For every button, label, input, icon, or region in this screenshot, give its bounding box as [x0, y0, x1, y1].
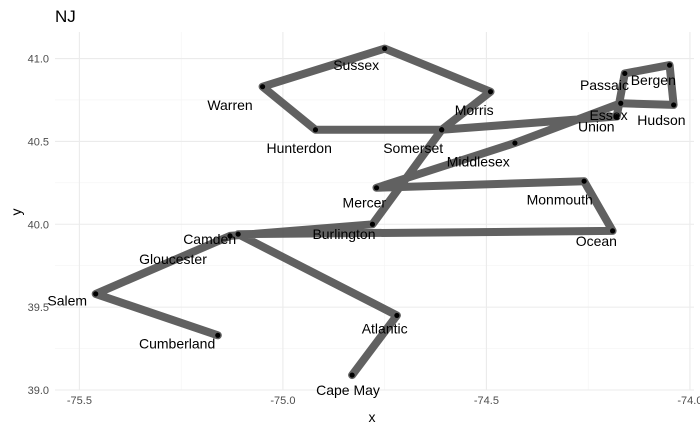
point-label: Mercer [343, 195, 387, 211]
point-label: Cape May [316, 382, 380, 398]
point-label: Cumberland [139, 336, 215, 352]
point-label: Sussex [333, 57, 379, 73]
data-point [622, 70, 628, 77]
point-label: Morris [455, 102, 494, 118]
point-label: Middlesex [447, 153, 510, 169]
x-tick-label: -74.5 [474, 395, 499, 407]
point-label: Passaic [580, 77, 629, 93]
route-polyline [91, 44, 678, 380]
point-label: Ocean [576, 233, 617, 249]
data-point [373, 185, 380, 191]
data-point [614, 113, 620, 120]
points [93, 45, 677, 378]
point-label: Monmouth [527, 191, 593, 207]
data-point [439, 127, 445, 133]
point-label: Somerset [383, 140, 443, 156]
data-point [671, 102, 677, 108]
data-point [369, 221, 376, 227]
data-point [349, 372, 355, 378]
data-point [487, 89, 494, 95]
point-label: Camden [183, 231, 236, 247]
point-label: Warren [207, 97, 252, 113]
point-label: Hunterdon [267, 140, 332, 156]
point-label: Essex [589, 107, 627, 123]
x-tick-label: -74.0 [677, 395, 700, 407]
data-point [215, 332, 221, 338]
data-point [609, 228, 616, 234]
chart-title: NJ [55, 7, 76, 26]
route-line [91, 44, 678, 380]
x-tick-label: -75.0 [270, 395, 295, 407]
data-point [394, 312, 400, 319]
point-label: Union [578, 118, 615, 134]
data-point [666, 62, 673, 68]
point-label: Atlantic [362, 321, 408, 337]
y-tick-label: 40.0 [28, 219, 49, 231]
y-tick-label: 39.5 [28, 302, 49, 314]
data-point [93, 291, 99, 297]
point-labels: Cape May Atlantic Camden Gloucester Salem Cum… [47, 57, 685, 398]
point-label: Burlington [312, 226, 375, 242]
tick-labels: -75.5 -75.0 -74.5 -74.0 39.0 39.5 40.0 40.5 41.0 [28, 54, 700, 407]
data-point [581, 178, 587, 184]
y-tick-label: 40.5 [28, 136, 49, 148]
data-point [259, 84, 266, 90]
point-label: Salem [47, 293, 87, 309]
data-point [312, 127, 319, 133]
data-point [618, 100, 624, 106]
y-tick-label: 41.0 [28, 54, 49, 66]
point-label: Bergen [631, 72, 676, 88]
x-axis-title: x [369, 409, 376, 425]
y-axis-title: y [8, 209, 24, 216]
data-point [235, 231, 241, 237]
y-tick-label: 39.0 [28, 385, 49, 397]
data-point [512, 140, 518, 146]
point-label: Gloucester [139, 251, 207, 267]
data-point [382, 45, 388, 52]
data-point [227, 233, 233, 239]
x-tick-label: -75.5 [67, 395, 92, 407]
point-label: Hudson [637, 112, 685, 128]
